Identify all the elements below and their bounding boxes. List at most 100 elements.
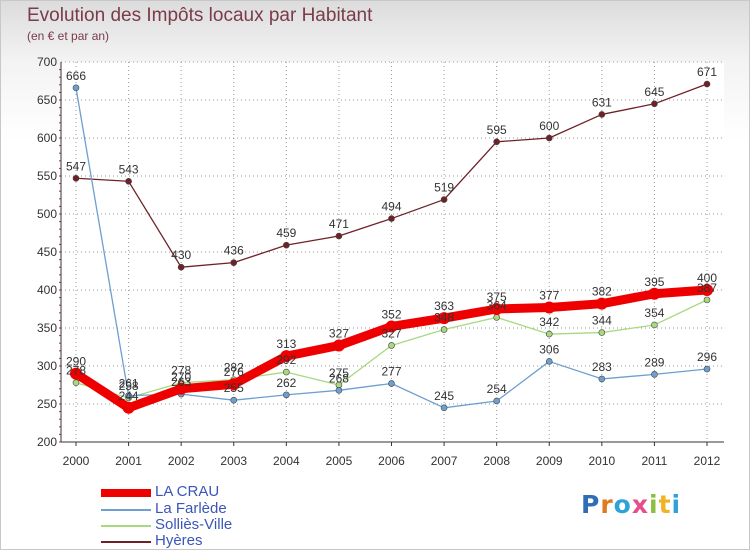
data-label-hyeres: 494: [381, 200, 401, 214]
data-label-hyeres: 600: [539, 119, 559, 133]
data-point-la-crau: [332, 339, 345, 352]
data-point-hyeres: [493, 138, 500, 146]
data-label-la-farlede: 261: [119, 377, 139, 391]
data-label-sollies-ville: 292: [276, 353, 296, 367]
legend-label-la-crau: LA CRAU: [155, 483, 220, 500]
data-label-la-crau: 276: [224, 365, 244, 379]
data-label-sollies-ville: 387: [697, 281, 717, 295]
data-label-sollies-ville: 278: [66, 364, 86, 378]
data-point-la-farlede: [651, 371, 658, 378]
data-point-hyeres: [125, 178, 132, 185]
data-point-la-farlede: [440, 404, 448, 412]
data-label-la-crau: 327: [329, 326, 349, 340]
data-label-hyeres: 459: [276, 226, 296, 240]
data-point-hyeres: [72, 174, 80, 182]
data-label-la-crau: 270: [171, 370, 191, 384]
data-point-la-crau: [595, 297, 608, 310]
data-point-la-crau: [122, 401, 135, 414]
logo-letter: P: [581, 490, 601, 519]
x-tick-label: 2003: [220, 454, 247, 468]
y-tick-label: 650: [37, 93, 57, 107]
logo-letter: i: [671, 490, 682, 519]
y-tick-label: 300: [37, 359, 57, 373]
data-label-sollies-ville: 354: [644, 306, 664, 320]
data-label-sollies-ville: 327: [381, 326, 401, 340]
data-label-la-crau: 363: [434, 299, 454, 313]
data-point-hyeres: [177, 263, 185, 271]
data-point-la-farlede: [703, 365, 711, 373]
y-tick-label: 250: [37, 397, 57, 411]
data-label-la-farlede: 306: [539, 342, 559, 356]
data-point-sollies-ville: [545, 330, 553, 338]
data-label-la-farlede: 254: [487, 382, 507, 396]
data-label-hyeres: 430: [171, 248, 191, 262]
y-tick-label: 350: [37, 321, 57, 335]
data-point-hyeres: [598, 111, 606, 118]
data-point-la-crau: [385, 320, 398, 333]
data-label-hyeres: 645: [644, 85, 664, 99]
data-label-sollies-ville: 282: [224, 361, 244, 375]
x-tick-label: 2009: [536, 454, 563, 468]
data-label-la-farlede: 255: [224, 381, 244, 395]
y-tick-label: 450: [37, 245, 57, 259]
chart-title: Evolution des Impôts locaux par Habitant: [27, 5, 373, 26]
data-label-hyeres: 631: [592, 95, 612, 109]
data-point-hyeres: [651, 100, 658, 108]
x-tick-label: 2011: [642, 454, 668, 468]
data-label-sollies-ville: 278: [171, 364, 191, 378]
data-label-hyeres: 543: [119, 162, 139, 176]
data-label-la-crau: 290: [66, 355, 86, 369]
data-label-la-farlede: 262: [276, 376, 296, 390]
data-point-sollies-ville: [651, 321, 658, 329]
data-label-la-crau: 382: [592, 285, 612, 299]
proxiti-logo: Proxiti: [581, 490, 681, 519]
x-tick-label: 2010: [588, 454, 615, 468]
data-label-sollies-ville: 258: [119, 379, 139, 393]
data-point-la-crau: [175, 382, 188, 395]
data-label-sollies-ville: 364: [487, 298, 507, 312]
data-point-la-farlede: [72, 84, 80, 92]
data-label-sollies-ville: 342: [539, 315, 559, 329]
legend-swatch-hyeres: [101, 541, 151, 543]
data-point-la-crau: [70, 367, 82, 380]
data-point-la-crau: [543, 301, 556, 314]
logo-letter: x: [631, 490, 649, 519]
data-point-sollies-ville: [283, 368, 290, 376]
y-tick-label: 550: [37, 169, 57, 183]
legend-swatch-sollies-ville: [101, 525, 151, 527]
legend-swatch-la-crau: [101, 489, 151, 497]
data-label-la-crau: 395: [644, 275, 664, 289]
data-point-hyeres: [335, 232, 343, 240]
x-tick-label: 2002: [168, 454, 195, 468]
x-tick-label: 2004: [273, 454, 300, 468]
data-point-sollies-ville: [72, 379, 80, 387]
y-tick-label: 200: [37, 435, 57, 449]
data-label-hyeres: 547: [66, 159, 86, 173]
data-label-la-farlede: 263: [171, 375, 191, 389]
x-tick-label: 2012: [694, 454, 721, 468]
data-point-la-farlede: [388, 380, 395, 387]
data-label-la-farlede: 268: [329, 371, 349, 385]
x-tick-label: 2008: [483, 454, 510, 468]
data-point-hyeres: [388, 215, 395, 222]
data-label-la-farlede: 283: [592, 360, 612, 374]
data-point-sollies-ville: [440, 326, 448, 333]
data-label-la-crau: 400: [697, 271, 717, 285]
legend-label-sollies-ville: Solliès-Ville: [155, 516, 233, 533]
data-label-la-crau: 313: [276, 337, 296, 351]
data-point-la-farlede: [283, 391, 290, 399]
data-label-hyeres: 436: [224, 244, 244, 258]
data-point-la-crau: [490, 303, 503, 315]
x-tick-label: 2000: [63, 454, 90, 468]
data-point-sollies-ville: [388, 342, 395, 349]
data-point-la-crau: [701, 284, 713, 296]
data-point-la-crau: [438, 312, 451, 325]
data-point-sollies-ville: [703, 296, 711, 304]
data-label-la-crau: 244: [119, 389, 139, 403]
legend-label-la-farlede: La Farlède: [155, 500, 227, 517]
data-point-hyeres: [703, 80, 711, 88]
x-tick-label: 2005: [326, 454, 353, 468]
chart-subtitle: (en € et par an): [27, 29, 110, 43]
data-point-hyeres: [545, 134, 553, 142]
